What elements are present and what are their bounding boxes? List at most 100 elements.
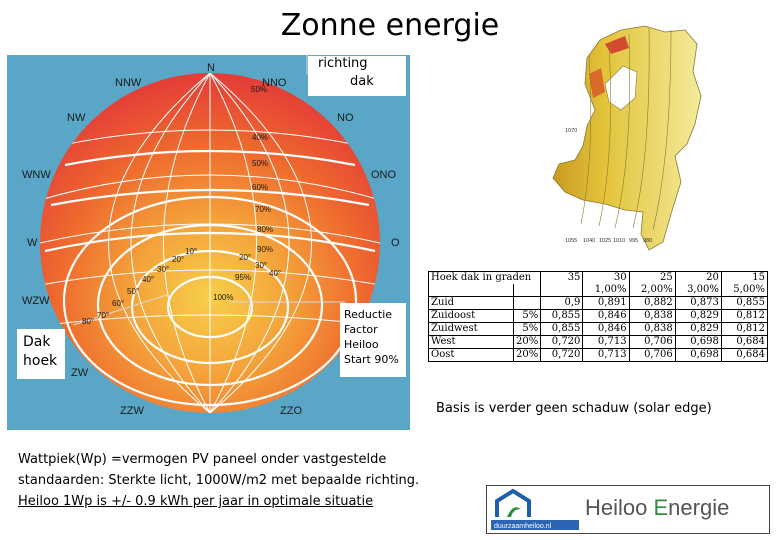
table-pct: 5% [512,322,542,336]
table-row: Zuidoost 5% 0,855 0,846 0,838 0,829 0,81… [428,309,769,323]
compass-zzo: ZZO [280,405,302,417]
compass-w: W [27,237,38,249]
ring-label-50: 50% [252,159,269,168]
grid-lines [40,73,380,413]
table-angle: 20 [674,271,722,284]
dak-hoek-label: Dak hoek [17,329,65,379]
logo-word-1: Heiloo [585,495,654,520]
reduction-table: Hoek dak in graden 35 30 25 20 15 1,00% … [427,271,769,362]
ring-label-90: 90% [257,245,274,254]
contour-label: 1055 [565,238,577,244]
logo-site-text: duurzaamheiloo.nl [494,523,552,530]
dak-hoek-line2: hoek [23,353,58,369]
table-step: 3,00% [674,284,722,297]
table-value: 0,706 [628,348,676,362]
dak-hoek-line1: Dak [23,334,51,350]
compass-n: N [207,62,215,74]
table-dir: West [428,335,514,349]
table-step: 5,00% [720,284,769,297]
table-value: 0,838 [628,309,676,323]
table-header-row: Hoek dak in graden 35 30 25 20 15 [427,271,769,284]
table-cell [428,284,514,297]
table-value: 0,713 [582,335,630,349]
table-dir: Zuidoost [428,309,514,323]
richting-text: richting [318,56,368,71]
logo-wordmark: Heiloo Energie [585,495,729,521]
page-title: Zonne energie [0,8,780,43]
table-value: 0,882 [628,296,676,310]
table-value: 0,684 [720,335,769,349]
table-header-label: Hoek dak in graden [427,271,542,284]
table-row: Zuidwest 5% 0,855 0,846 0,838 0,829 0,81… [428,322,769,336]
angle-label: 20° [172,255,185,264]
table-value: 0,706 [628,335,676,349]
angle-label: 50° [127,287,140,296]
table-value: 0,812 [720,309,769,323]
contour-label: 1025 [599,238,611,244]
table-angle: 15 [720,271,769,284]
angle-label: 70° [97,311,110,320]
map-contour-labels: 1070 1055 1040 1025 1010 995 980 [565,128,652,244]
ring-label-95: 95% [235,273,252,282]
table-value: 0,829 [674,322,722,336]
reductie-line-4: Start 90% [344,353,399,366]
sun-orientation-svg [40,55,380,413]
wattpiek-line-2: standaarden: Sterkte licht, 1000W/m2 met… [18,473,420,488]
table-value: 0,698 [674,335,722,349]
dak-text: dak [350,74,374,89]
compass-zw: ZW [71,367,89,379]
contour-label: 1040 [583,238,595,244]
angle-label: 80° [82,317,95,326]
compass-nnw: NNW [115,77,142,89]
house-logo-icon: duurzaamheiloo.nl [491,488,579,530]
angle-label: 30° [255,261,268,270]
basis-note: Basis is verder geen schaduw (solar edge… [436,401,712,416]
wattpiek-explanation: Wattpiek(Wp) =vermogen PV paneel onder v… [18,449,419,512]
angle-label: 40° [142,275,155,284]
table-value: 0,891 [582,296,630,310]
table-dir: Zuidwest [428,322,514,336]
table-value: 0,855 [540,322,584,336]
contour-label: 1070 [565,128,577,134]
wattpiek-line-1: Wattpiek(Wp) =vermogen PV paneel onder v… [18,452,387,467]
table-step [540,284,584,297]
compass-ono: ONO [371,169,397,181]
richting-dak-label: richting dak [308,56,406,96]
table-value: 0,720 [540,335,584,349]
efficiency-rings [44,149,376,407]
reductie-line-2: Factor [344,323,378,336]
table-value: 0,846 [582,309,630,323]
contour-label: 1010 [613,238,625,244]
table-step: 2,00% [628,284,676,297]
ijsselmeer [604,65,638,111]
table-value: 0,698 [674,348,722,362]
table-angle: 35 [540,271,584,284]
table-row: Zuid 0,9 0,891 0,882 0,873 0,855 [428,296,769,310]
contour-label: 980 [643,238,652,244]
angle-label: 30° [157,265,170,274]
ring-label-100: 100% [213,293,234,302]
heiloo-energie-logo: duurzaamheiloo.nl [486,485,770,534]
page-title-text: Zonne energie [276,8,504,43]
table-value: 0,812 [720,322,769,336]
table-dir: Oost [428,348,514,362]
contour-label: 995 [629,238,638,244]
ring-label-80: 80% [257,225,274,234]
compass-nw: NW [67,112,86,124]
table-pct: 20% [512,335,542,349]
angle-label: 40° [269,269,282,278]
table-value: 0,684 [720,348,769,362]
table-value: 0,873 [674,296,722,310]
reductie-factor-label: Reductie Factor Heiloo Start 90% [340,303,406,377]
logo-word-2-rest: nergie [668,495,730,520]
compass-wnw: WNW [22,169,51,181]
compass-wzw: WZW [22,295,50,307]
map-hotspot [605,36,629,54]
table-step-row: 1,00% 2,00% 3,00% 5,00% [428,284,769,297]
map-land [552,25,702,251]
table-row: West 20% 0,720 0,713 0,706 0,698 0,684 [428,335,769,349]
map-contours [580,27,672,231]
compass-o: O [391,237,400,249]
netherlands-irradiation-map: 1070 1055 1040 1025 1010 995 980 [525,14,715,254]
table-value: 0,829 [674,309,722,323]
